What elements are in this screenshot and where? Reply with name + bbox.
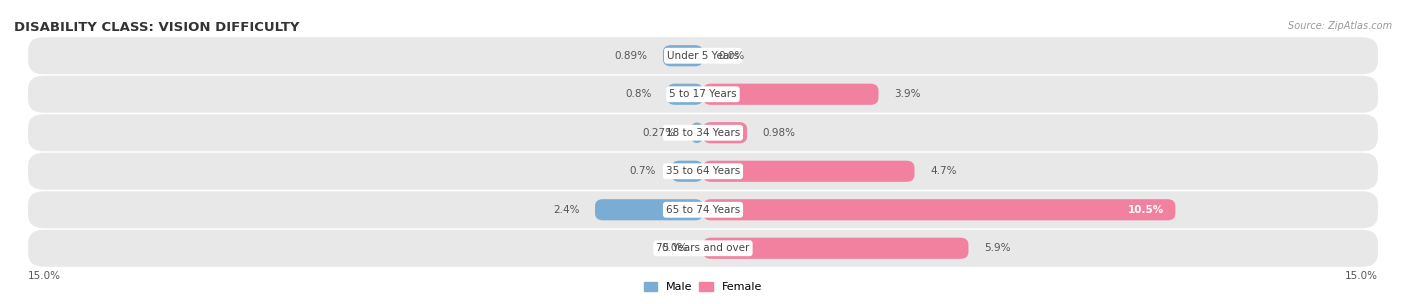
Text: 0.0%: 0.0% xyxy=(661,243,688,253)
FancyBboxPatch shape xyxy=(28,76,1378,113)
FancyBboxPatch shape xyxy=(28,37,1378,74)
FancyBboxPatch shape xyxy=(28,153,1378,190)
FancyBboxPatch shape xyxy=(595,199,703,220)
FancyBboxPatch shape xyxy=(703,161,914,182)
FancyBboxPatch shape xyxy=(28,230,1378,267)
Text: 3.9%: 3.9% xyxy=(894,89,921,99)
FancyBboxPatch shape xyxy=(703,122,747,143)
Text: 4.7%: 4.7% xyxy=(931,166,956,176)
Text: 65 to 74 Years: 65 to 74 Years xyxy=(666,205,740,215)
FancyBboxPatch shape xyxy=(690,122,703,143)
Text: DISABILITY CLASS: VISION DIFFICULTY: DISABILITY CLASS: VISION DIFFICULTY xyxy=(14,21,299,34)
Text: 0.8%: 0.8% xyxy=(624,89,651,99)
FancyBboxPatch shape xyxy=(666,84,703,105)
Text: 35 to 64 Years: 35 to 64 Years xyxy=(666,166,740,176)
Text: 0.0%: 0.0% xyxy=(718,51,745,61)
FancyBboxPatch shape xyxy=(28,114,1378,151)
Text: 5 to 17 Years: 5 to 17 Years xyxy=(669,89,737,99)
FancyBboxPatch shape xyxy=(664,45,703,66)
Legend: Male, Female: Male, Female xyxy=(640,277,766,297)
Text: 15.0%: 15.0% xyxy=(1346,271,1378,281)
FancyBboxPatch shape xyxy=(703,238,969,259)
Text: 10.5%: 10.5% xyxy=(1128,205,1164,215)
FancyBboxPatch shape xyxy=(672,161,703,182)
Text: Source: ZipAtlas.com: Source: ZipAtlas.com xyxy=(1288,21,1392,31)
Text: 2.4%: 2.4% xyxy=(553,205,579,215)
Text: 18 to 34 Years: 18 to 34 Years xyxy=(666,128,740,138)
FancyBboxPatch shape xyxy=(703,199,1175,220)
FancyBboxPatch shape xyxy=(703,84,879,105)
Text: 15.0%: 15.0% xyxy=(28,271,60,281)
Text: 75 Years and over: 75 Years and over xyxy=(657,243,749,253)
Text: 0.27%: 0.27% xyxy=(643,128,675,138)
Text: Under 5 Years: Under 5 Years xyxy=(666,51,740,61)
Text: 5.9%: 5.9% xyxy=(984,243,1011,253)
Text: 0.98%: 0.98% xyxy=(763,128,796,138)
FancyBboxPatch shape xyxy=(28,191,1378,228)
Text: 0.89%: 0.89% xyxy=(614,51,647,61)
Text: 0.7%: 0.7% xyxy=(630,166,655,176)
